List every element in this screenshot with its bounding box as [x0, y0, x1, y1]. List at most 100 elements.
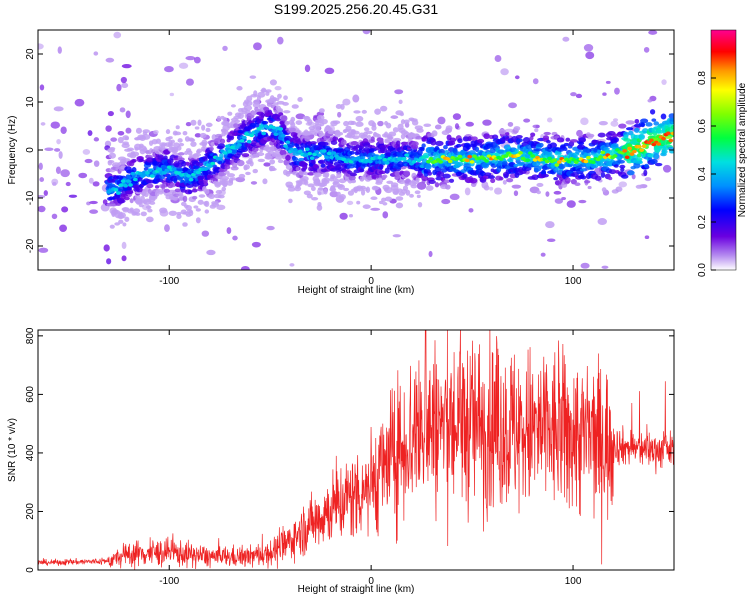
- heatmap-cell: [121, 64, 132, 69]
- heatmap-cell: [292, 147, 298, 152]
- heatmap-cell: [639, 148, 645, 152]
- heatmap-y-tick-label: -20: [25, 238, 36, 253]
- heatmap-cell: [370, 207, 381, 211]
- heatmap-cell: [580, 262, 590, 269]
- heatmap-cell: [511, 184, 522, 189]
- heatmap-cell: [198, 194, 206, 198]
- heatmap-cell: [648, 30, 658, 35]
- heatmap-cell: [615, 186, 623, 192]
- heatmap-cell: [536, 190, 541, 195]
- heatmap-cell: [403, 119, 410, 124]
- heatmap-cell: [186, 174, 192, 178]
- heatmap-cell: [147, 168, 153, 172]
- heatmap-cell: [618, 123, 627, 129]
- heatmap-cell: [57, 46, 62, 54]
- heatmap-x-tick-label: 100: [565, 276, 582, 287]
- heatmap-cell: [208, 164, 213, 168]
- heatmap-cell: [230, 166, 239, 171]
- heatmap-cell: [226, 227, 232, 234]
- heatmap-cell: [384, 161, 390, 165]
- heatmap-cell: [227, 149, 233, 154]
- heatmap-cell: [157, 167, 162, 172]
- heatmap-cell: [223, 129, 229, 135]
- heatmap-cell: [234, 119, 241, 124]
- heatmap-cell: [155, 178, 164, 183]
- heatmap-cell: [224, 144, 230, 149]
- heatmap-cell: [250, 181, 258, 185]
- heatmap-cell: [570, 92, 577, 97]
- heatmap-cell: [416, 194, 421, 199]
- heatmap-cell: [271, 125, 276, 130]
- heatmap-cell: [177, 157, 185, 161]
- heatmap-cell: [192, 195, 198, 200]
- heatmap-cell: [442, 173, 451, 179]
- heatmap-cell: [117, 130, 125, 136]
- heatmap-cell: [302, 153, 308, 158]
- heatmap-cell: [323, 177, 330, 183]
- heatmap-cell: [177, 152, 185, 156]
- heatmap-cell: [525, 158, 531, 162]
- heatmap-cell: [88, 177, 94, 184]
- heatmap-cell: [175, 125, 180, 130]
- heatmap-cell: [246, 95, 253, 102]
- heatmap-cell: [620, 167, 625, 173]
- heatmap-cell: [623, 138, 632, 142]
- heatmap-cell: [227, 173, 236, 178]
- heatmap-cell: [103, 244, 110, 252]
- heatmap-cell: [173, 177, 178, 184]
- heatmap-cell: [649, 109, 656, 115]
- heatmap-cell: [348, 159, 354, 164]
- heatmap-cell: [249, 160, 254, 167]
- heatmap-cell: [323, 188, 328, 195]
- heatmap-cell: [51, 213, 58, 220]
- heatmap-y-tick-label: 20: [25, 48, 36, 60]
- heatmap-cell: [538, 142, 544, 148]
- heatmap-cell: [275, 142, 281, 149]
- heatmap-cell: [634, 127, 640, 133]
- snr-y-tick-label: 600: [25, 386, 36, 403]
- heatmap-cell: [467, 136, 472, 141]
- snr-y-tick-label: 0: [25, 567, 36, 573]
- heatmap-cell: [518, 138, 523, 143]
- heatmap-cell: [270, 167, 277, 172]
- heatmap-cell: [143, 191, 149, 198]
- heatmap-cell: [110, 137, 118, 142]
- heatmap-cell: [428, 250, 433, 258]
- heatmap-cell: [598, 120, 608, 126]
- heatmap-cell: [278, 127, 284, 131]
- heatmap-cell: [219, 138, 226, 144]
- heatmap-cell: [171, 167, 177, 172]
- heatmap-cell: [120, 179, 126, 183]
- heatmap-cell: [61, 206, 69, 213]
- heatmap-cell: [482, 119, 492, 126]
- heatmap-cell: [467, 154, 473, 159]
- heatmap-cell: [503, 173, 509, 179]
- heatmap-cell: [443, 145, 448, 150]
- heatmap-cell: [317, 153, 322, 157]
- heatmap-cell: [164, 66, 174, 73]
- heatmap-cell: [540, 252, 546, 257]
- heatmap-cell: [38, 205, 46, 213]
- heatmap-cell: [343, 120, 350, 127]
- heatmap-cell: [351, 130, 360, 135]
- heatmap-cell: [347, 164, 355, 169]
- heatmap-cell: [164, 224, 170, 232]
- heatmap-cell: [490, 178, 496, 184]
- heatmap-cell: [365, 130, 373, 135]
- heatmap-cell: [318, 159, 326, 165]
- heatmap-cell: [534, 128, 539, 133]
- heatmap-cell: [308, 131, 317, 135]
- heatmap-cell: [395, 140, 401, 147]
- snr-y-tick-label: 400: [25, 444, 36, 461]
- heatmap-cell: [218, 160, 223, 165]
- heatmap-cell: [118, 199, 126, 204]
- heatmap-cell: [608, 176, 613, 181]
- heatmap-cell: [644, 235, 650, 240]
- heatmap-cell: [530, 132, 536, 137]
- heatmap-cell: [292, 156, 299, 162]
- heatmap-cell: [554, 151, 562, 156]
- heatmap-cell: [230, 104, 236, 108]
- heatmap-cell: [159, 207, 168, 214]
- heatmap-cell: [580, 117, 589, 126]
- heatmap-cell: [501, 161, 508, 166]
